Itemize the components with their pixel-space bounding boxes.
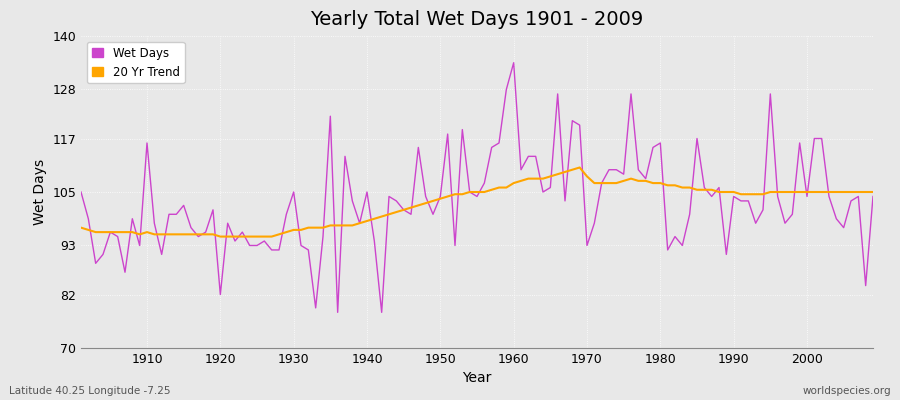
Legend: Wet Days, 20 Yr Trend: Wet Days, 20 Yr Trend	[87, 42, 184, 83]
Title: Yearly Total Wet Days 1901 - 2009: Yearly Total Wet Days 1901 - 2009	[310, 10, 644, 29]
Text: Latitude 40.25 Longitude -7.25: Latitude 40.25 Longitude -7.25	[9, 386, 170, 396]
Text: worldspecies.org: worldspecies.org	[803, 386, 891, 396]
X-axis label: Year: Year	[463, 372, 491, 386]
Y-axis label: Wet Days: Wet Days	[32, 159, 47, 225]
